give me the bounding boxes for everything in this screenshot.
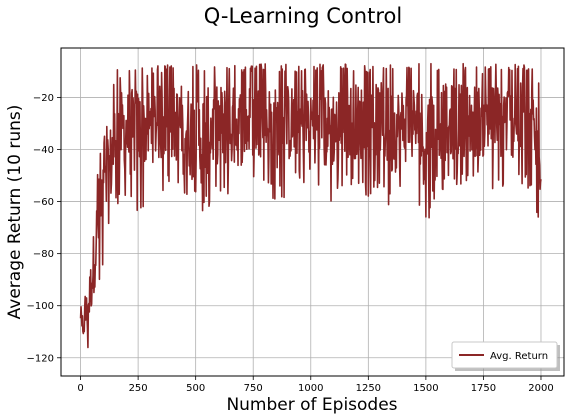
y-tick-label: −120 <box>27 353 54 364</box>
legend-label: Avg. Return <box>490 351 548 362</box>
x-axis-ticks: 0 250 500 750 1000 1250 1500 1750 2000 <box>77 376 554 394</box>
x-tick-label: 1250 <box>356 383 381 394</box>
x-tick-label: 1000 <box>298 383 323 394</box>
x-tick-label: 1750 <box>471 383 496 394</box>
x-tick-label: 750 <box>244 383 263 394</box>
x-tick-label: 250 <box>129 383 148 394</box>
plot-frame <box>60 47 565 377</box>
x-tick-label: 0 <box>77 383 83 394</box>
legend-box <box>451 341 558 369</box>
x-tick-label: 500 <box>186 383 205 394</box>
series-line-group <box>79 62 542 349</box>
y-axis-label: Average Return (10 runs) <box>5 105 25 320</box>
y-tick-label: −60 <box>33 197 54 208</box>
x-tick-label: 2000 <box>528 383 553 394</box>
y-tick-label: −20 <box>33 93 54 104</box>
y-tick-label: −100 <box>27 301 54 312</box>
chart-title: Q-Learning Control <box>204 4 402 28</box>
x-tick-label: 1500 <box>413 383 438 394</box>
x-axis-label: Number of Episodes <box>226 395 397 415</box>
y-tick-label: −40 <box>33 145 54 156</box>
y-tick-label: −80 <box>33 249 54 260</box>
legend: Avg. Return <box>451 341 560 371</box>
y-axis-ticks: −120 −100 −80 −60 −40 −20 <box>27 93 61 364</box>
series-line-avg-return <box>79 62 542 349</box>
